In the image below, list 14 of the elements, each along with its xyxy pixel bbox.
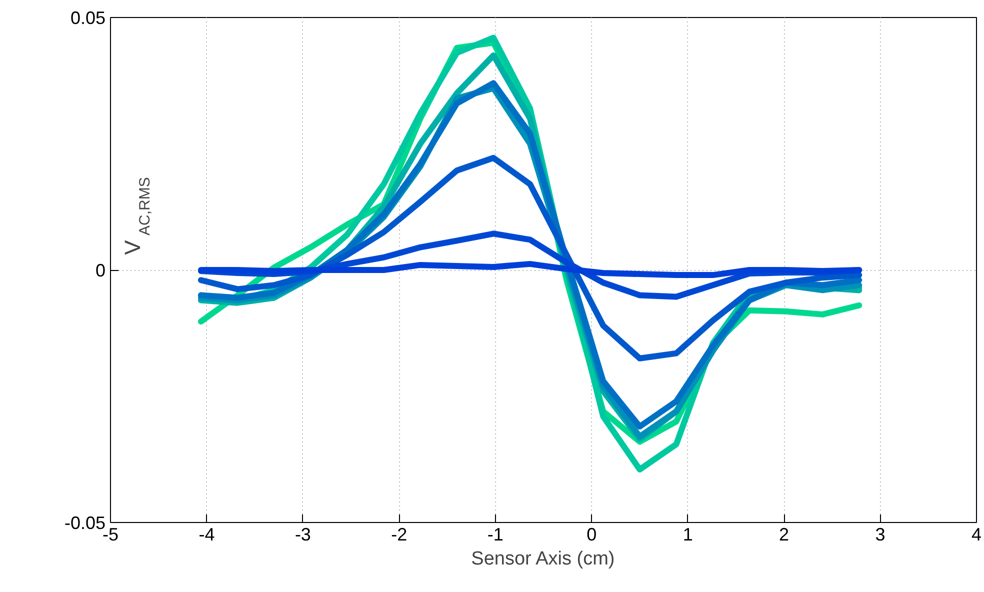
y-axis-title: VAC,RMS (120, 177, 154, 255)
x-axis-title: Sensor Axis (cm) (471, 548, 615, 570)
x-tick-label: 1 (682, 524, 693, 544)
x-tick-label: -2 (391, 524, 408, 544)
y-tick-label: 0.05 (70, 8, 106, 28)
y-tick-label: 0 (95, 260, 106, 280)
x-tick-label: 3 (875, 524, 886, 544)
x-tick-label: -1 (487, 524, 504, 544)
y-tick-label: -0.05 (64, 513, 106, 533)
x-tick-label: -3 (294, 524, 311, 544)
x-tick-label: -4 (198, 524, 215, 544)
x-tick-label: 4 (971, 524, 982, 544)
x-tick-label: 0 (586, 524, 597, 544)
x-tick-label: 2 (779, 524, 790, 544)
